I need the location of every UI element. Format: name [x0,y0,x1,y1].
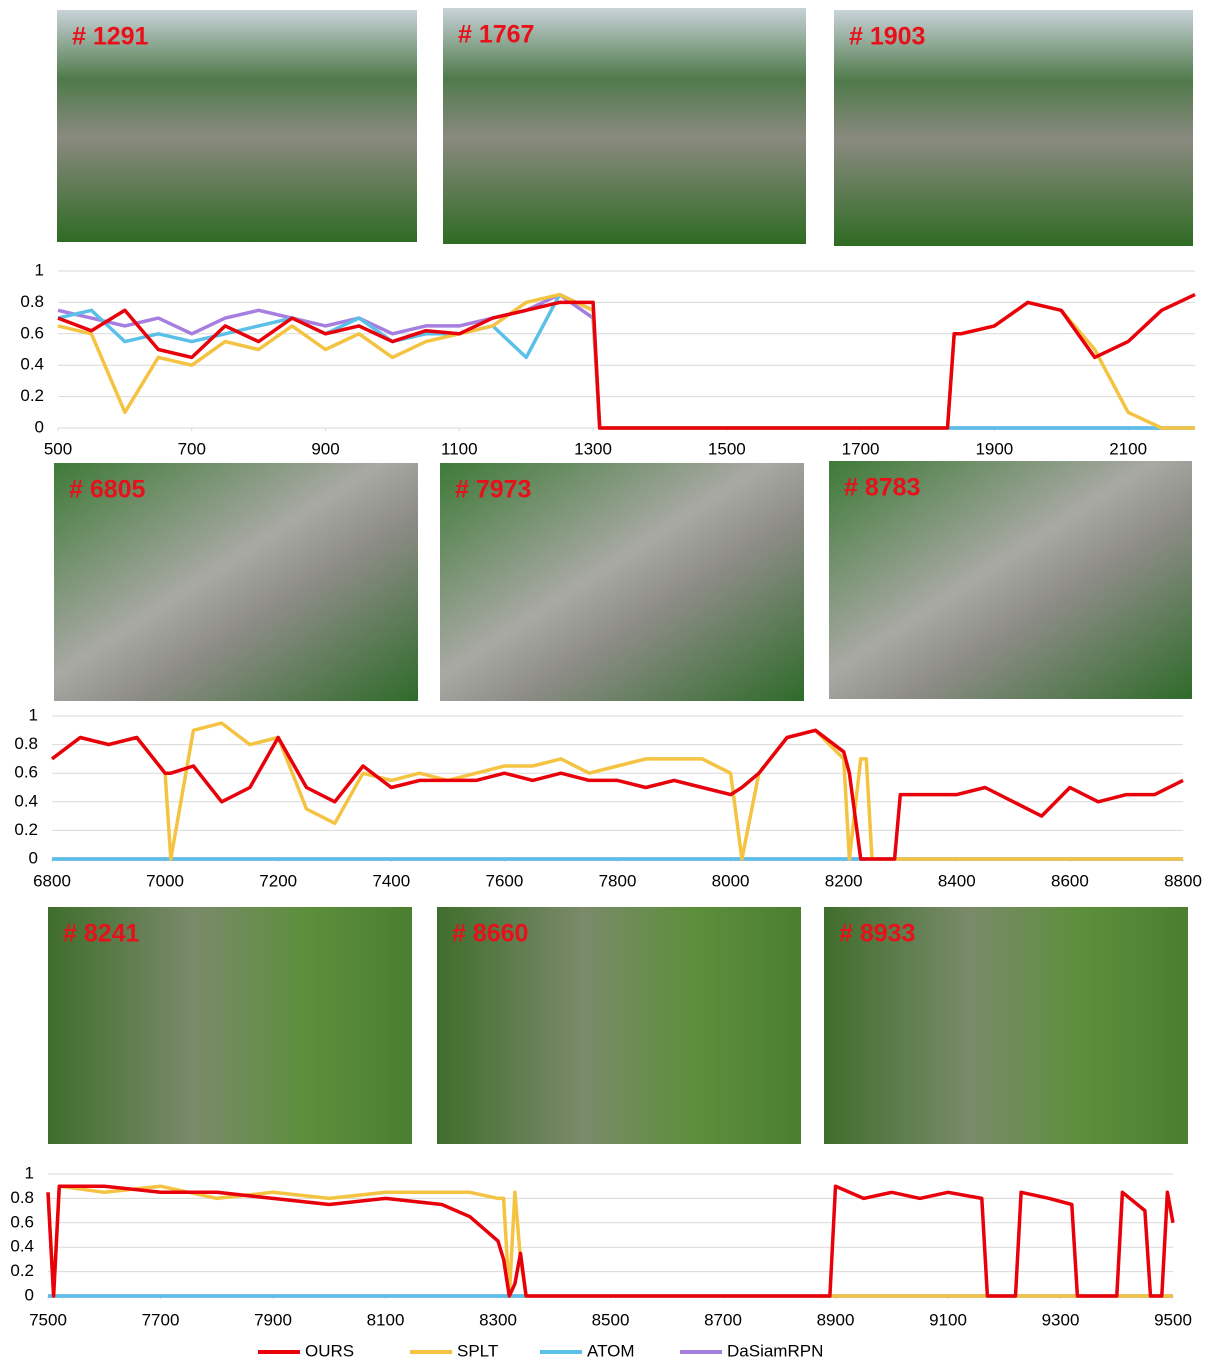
x-tick-label: 1300 [574,439,612,458]
x-tick-label: 8600 [1051,871,1089,890]
legend-label: OURS [305,1341,354,1360]
frame-label: # 8933 [839,920,915,948]
frame-label: # 6805 [69,476,146,504]
y-tick-label: 1 [35,260,44,279]
x-tick-label: 8000 [712,871,750,890]
series-line [58,295,1195,428]
x-tick-label: 1700 [842,439,880,458]
x-tick-label: 8500 [592,1310,630,1329]
photos [48,8,1193,1144]
x-tick-label: 8700 [704,1310,742,1329]
y-tick-label: 0 [35,417,44,436]
y-tick-label: 0.6 [14,763,38,782]
x-tick-label: 7900 [254,1310,292,1329]
y-tick-label: 0.4 [20,355,44,374]
x-tick-label: 7400 [372,871,410,890]
y-tick-label: 0.4 [14,791,38,810]
y-tick-label: 0.2 [20,386,44,405]
x-tick-label: 8300 [479,1310,517,1329]
x-tick-label: 7700 [142,1310,180,1329]
y-tick-label: 0.2 [10,1261,34,1280]
x-tick-label: 1900 [975,439,1013,458]
frame-label: # 1903 [849,23,925,51]
x-tick-label: 8800 [1164,871,1202,890]
frame-label: # 1767 [458,21,534,49]
series-line [58,295,1195,428]
x-tick-label: 9500 [1154,1310,1192,1329]
x-tick-label: 9300 [1042,1310,1080,1329]
x-tick-label: 7000 [146,871,184,890]
frame-label: # 8660 [452,920,528,948]
series-line [52,730,1183,859]
y-tick-label: 0.8 [14,734,38,753]
x-tick-label: 2100 [1109,439,1147,458]
x-tick-label: 900 [311,439,339,458]
y-tick-label: 0.2 [14,820,38,839]
frame-label: # 8241 [63,920,140,948]
x-tick-label: 6800 [33,871,71,890]
y-tick-label: 0.6 [10,1212,34,1231]
legend-label: ATOM [587,1341,635,1360]
y-tick-label: 0.8 [10,1188,34,1207]
y-tick-label: 0.8 [20,292,44,311]
series-line [52,723,1183,859]
x-tick-label: 7200 [259,871,297,890]
legend-label: DaSiamRPN [727,1341,823,1360]
y-tick-label: 1 [29,705,38,724]
x-tick-label: 8900 [817,1310,855,1329]
frame-label: # 7973 [455,476,531,504]
y-tick-label: 0.4 [10,1237,34,1256]
legend-label: SPLT [457,1341,498,1360]
frame-label: # 1291 [72,23,149,51]
x-tick-label: 700 [178,439,206,458]
figure: # 1291 # 1767 # 1903 # 6805 # 7973 # 8783 # 82… [0,0,1205,1362]
x-tick-label: 8200 [825,871,863,890]
y-tick-label: 0 [25,1285,34,1304]
x-tick-label: 1500 [708,439,746,458]
x-tick-label: 7800 [599,871,637,890]
x-tick-label: 7500 [29,1310,67,1329]
y-tick-label: 1 [25,1163,34,1182]
y-tick-label: 0.6 [20,323,44,342]
series-line [48,1186,1173,1296]
x-tick-label: 8100 [367,1310,405,1329]
y-tick-label: 0 [29,848,38,867]
x-tick-label: 500 [44,439,72,458]
x-tick-label: 1100 [441,439,478,458]
series-line [48,1186,1173,1296]
frame-label: # 8783 [844,474,920,502]
x-tick-label: 9100 [929,1310,967,1329]
series-line [58,295,1195,428]
series-line [58,295,1195,428]
x-tick-label: 8400 [938,871,976,890]
x-tick-label: 7600 [485,871,523,890]
